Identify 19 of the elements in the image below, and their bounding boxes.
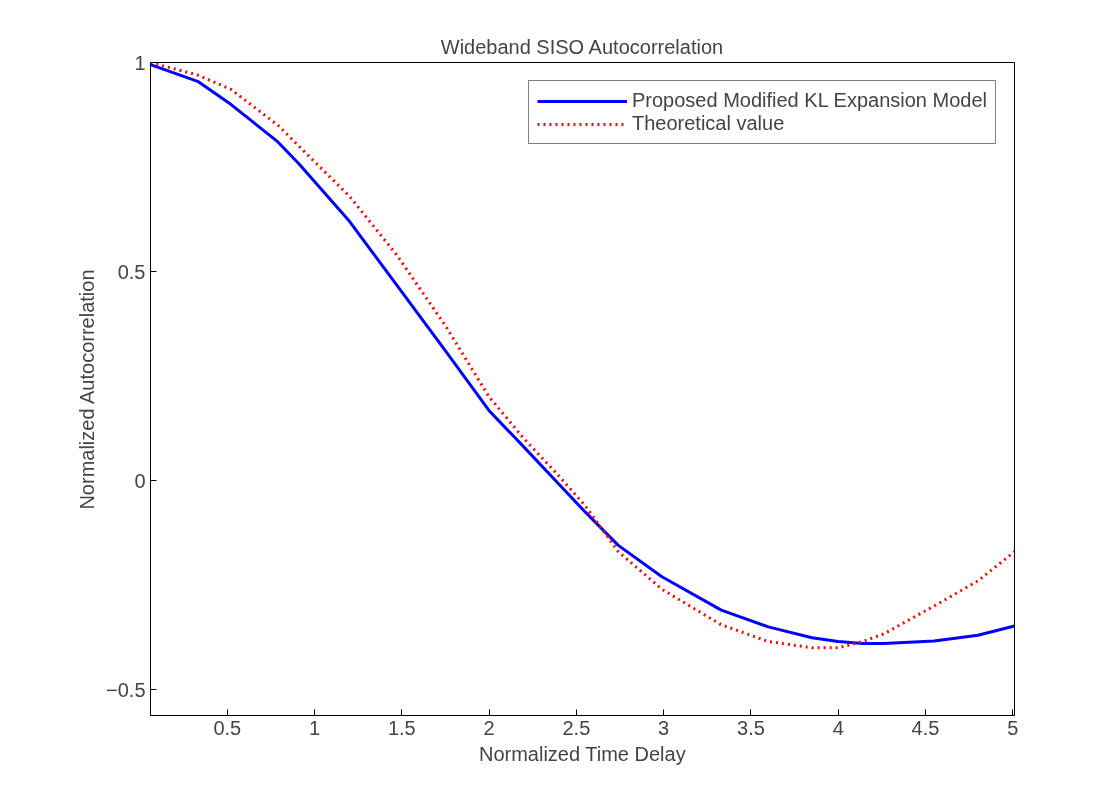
legend-label: Theoretical value	[631, 112, 785, 135]
x-tick-label: 1	[309, 716, 321, 739]
y-tick-label: 0	[134, 469, 146, 492]
y-tick-label: 0.5	[117, 260, 146, 283]
x-tick-label: 4.5	[911, 716, 940, 739]
x-tick-label: 5	[1007, 716, 1019, 739]
x-tick-label: 0.5	[213, 716, 242, 739]
y-axis-title: Normalized Autocorrelation	[76, 269, 99, 510]
x-tick-label: 2.5	[562, 716, 591, 739]
x-tick-label: 2	[483, 716, 495, 739]
x-tick-label: 4	[832, 716, 844, 739]
x-tick-label: 3	[658, 716, 670, 739]
x-axis-title: Normalized Time Delay	[478, 742, 686, 765]
y-tick-label: 1	[134, 51, 146, 74]
y-tick-label: −0.5	[106, 678, 146, 701]
x-tick-label: 1.5	[387, 716, 416, 739]
x-tick-label: 3.5	[737, 716, 765, 739]
chart-title: Wideband SISO Autocorrelation	[440, 35, 724, 58]
legend-label: Proposed Modified KL Expansion Model	[631, 89, 987, 112]
